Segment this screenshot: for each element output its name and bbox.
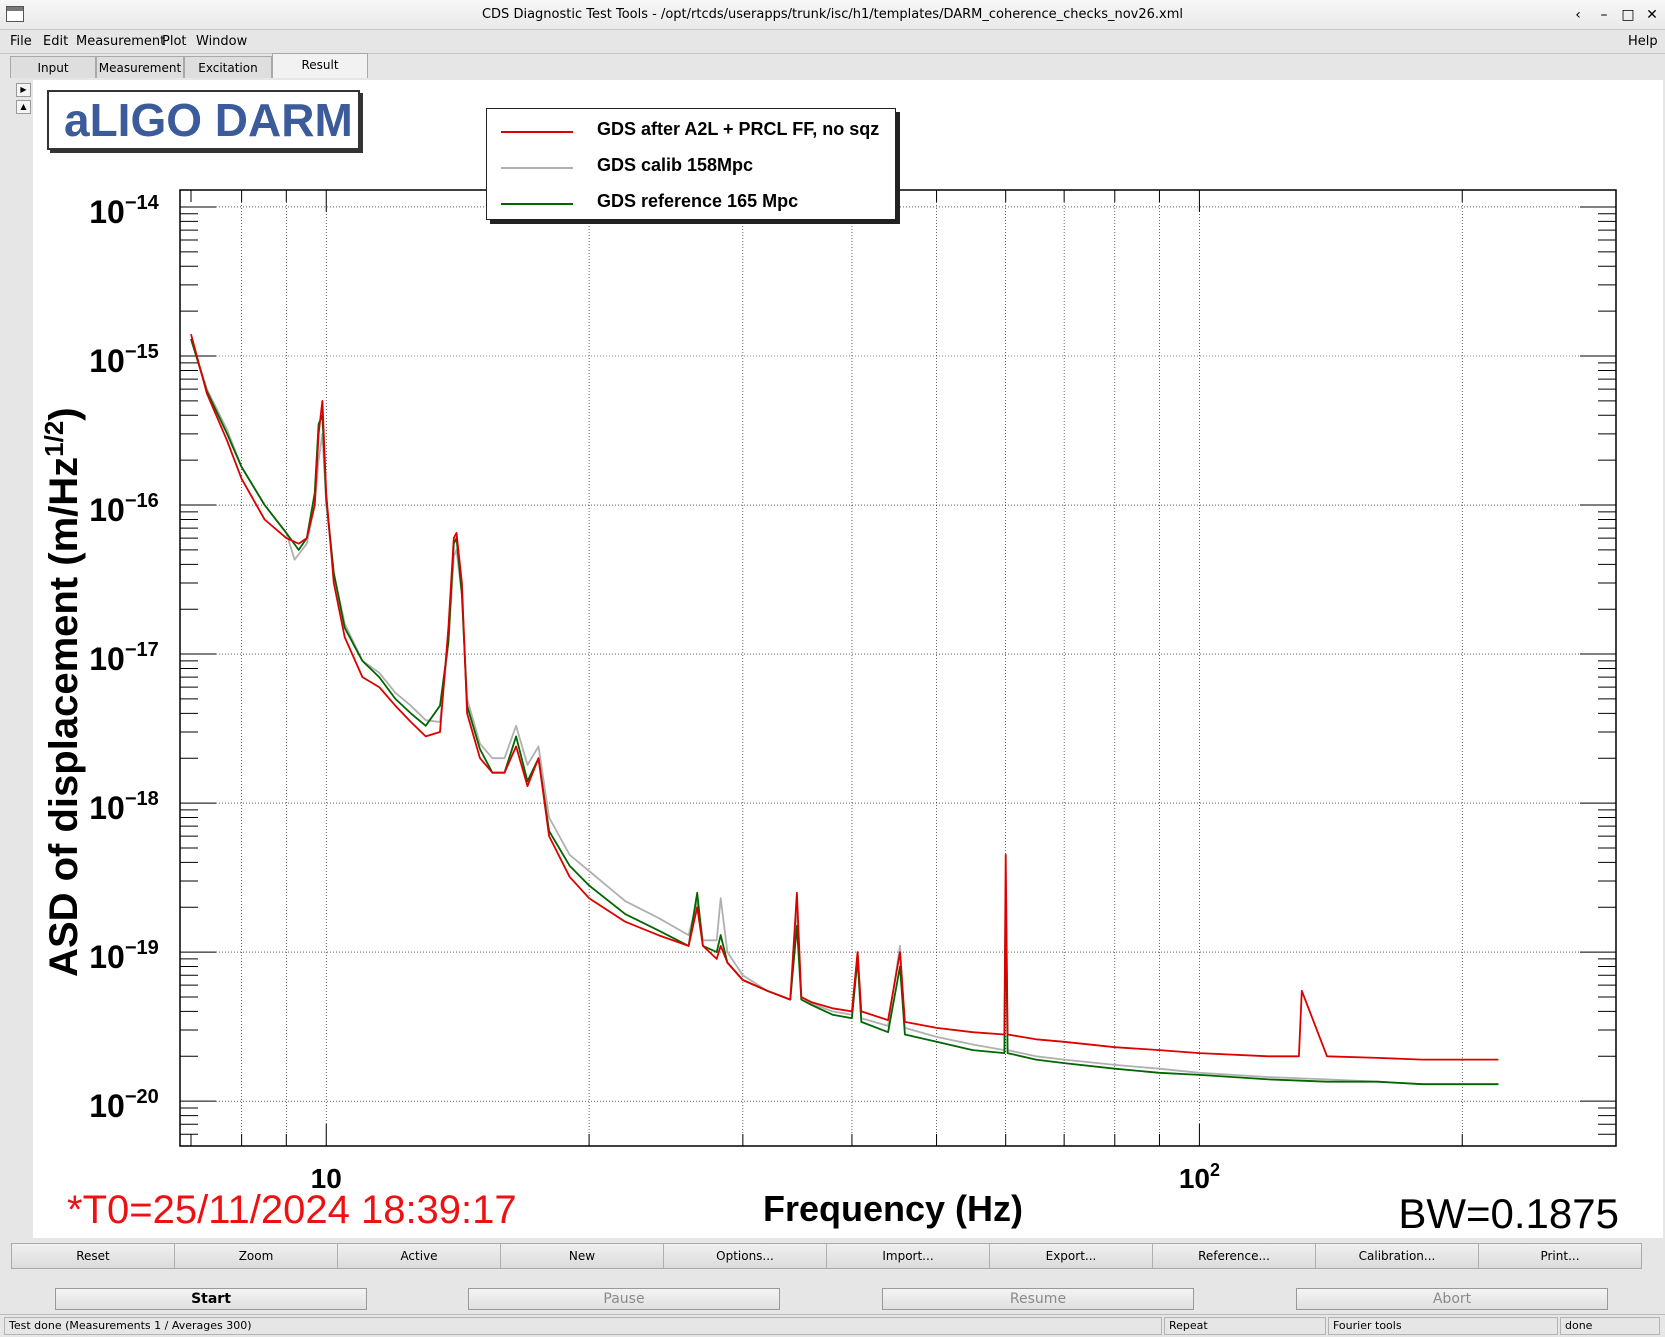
y-axis-label: ASD of displacement (m/Hz1/2) (38, 407, 87, 977)
y-tick-label: 10−18 (89, 788, 159, 826)
status-state: done (1560, 1317, 1660, 1335)
legend-swatch-green (501, 203, 573, 205)
active-button[interactable]: Active (338, 1244, 501, 1268)
legend-swatch-gray (501, 167, 573, 169)
resume-button[interactable]: Resume (882, 1288, 1194, 1310)
plot-legend[interactable]: GDS after A2L + PRCL FF, no sqz GDS cali… (486, 108, 896, 220)
y-tick-label: 10−20 (89, 1086, 159, 1124)
status-tool: Fourier tools (1328, 1317, 1558, 1335)
y-tick-label: 10−14 (89, 192, 159, 230)
y-axis-label-text: ASD of displacement (m/Hz (42, 456, 87, 977)
legend-label: GDS reference 165 Mpc (597, 191, 799, 211)
x-tick-label: 10 (311, 1163, 342, 1194)
maximize-icon[interactable]: □ (1621, 7, 1635, 23)
tab-bar: Input Measurement Excitation Result (10, 53, 1665, 78)
pause-button[interactable]: Pause (468, 1288, 780, 1310)
x-tick-label: 102 (1179, 1160, 1220, 1194)
tab-result[interactable]: Result (272, 53, 368, 78)
legend-label: GDS after A2L + PRCL FF, no sqz (597, 119, 880, 139)
y-tick-label: 10−16 (89, 490, 159, 528)
legend-label: GDS calib 158Mpc (597, 155, 754, 175)
legend-swatch-red (501, 131, 573, 133)
menu-file[interactable]: File (10, 34, 32, 49)
expand-right-arrow-icon[interactable]: ▶ (16, 83, 31, 97)
menu-measurement[interactable]: Measurement (76, 34, 166, 49)
plot-button-bar: Reset Zoom Active New Options... Import.… (11, 1243, 1642, 1269)
menu-window[interactable]: Window (196, 34, 248, 49)
window-shade-icon[interactable]: ‹ (1575, 7, 1581, 23)
minimize-icon[interactable]: – (1600, 7, 1608, 23)
bandwidth-label: BW=0.1875 (1398, 1190, 1619, 1237)
new-button[interactable]: New (501, 1244, 664, 1268)
close-icon[interactable]: ✕ (1646, 7, 1658, 23)
calibration-button[interactable]: Calibration... (1316, 1244, 1479, 1268)
x-axis-label: Frequency (Hz) (763, 1188, 1024, 1229)
collapse-up-arrow-icon[interactable]: ▲ (16, 100, 31, 114)
zoom-button[interactable]: Zoom (175, 1244, 338, 1268)
reset-button[interactable]: Reset (12, 1244, 175, 1268)
y-tick-label: 10−15 (89, 341, 159, 379)
series-line-2 (190, 338, 1499, 1086)
status-mode: Repeat (1164, 1317, 1326, 1335)
abort-button[interactable]: Abort (1296, 1288, 1608, 1310)
plot-canvas[interactable]: 10−14 10−15 10−16 10−17 10−18 10−19 10−20 10 102… (33, 80, 1663, 1238)
reference-button[interactable]: Reference... (1153, 1244, 1316, 1268)
menu-bar: File Edit Measurement Plot Window Help (0, 30, 1665, 54)
menu-edit[interactable]: Edit (43, 34, 69, 49)
plot-svg: 10−14 10−15 10−16 10−17 10−18 10−19 10−20 10 102 (89, 189, 1617, 1194)
series-line-1 (190, 333, 1499, 1061)
t0-timestamp: *T0=25/11/2024 18:39:17 (67, 1188, 517, 1232)
window-title: CDS Diagnostic Test Tools - /opt/rtcds/u… (481, 7, 1184, 22)
plot-frame (179, 189, 1617, 1147)
y-tick-label: 10−17 (89, 639, 159, 677)
status-message: Test done (Measurements 1 / Averages 300… (4, 1317, 1162, 1335)
import-button[interactable]: Import... (827, 1244, 990, 1268)
menu-plot[interactable]: Plot (162, 34, 187, 49)
status-bar: Test done (Measurements 1 / Averages 300… (0, 1314, 1665, 1337)
menu-help[interactable]: Help (1628, 34, 1658, 49)
tab-excitation[interactable]: Excitation (184, 56, 272, 78)
y-tick-label: 10−19 (89, 937, 159, 975)
export-button[interactable]: Export... (990, 1244, 1153, 1268)
options-button[interactable]: Options... (664, 1244, 827, 1268)
series-line-3 (190, 338, 1499, 1086)
tab-input[interactable]: Input (10, 56, 96, 78)
tab-measurement[interactable]: Measurement (96, 56, 184, 78)
print-button[interactable]: Print... (1479, 1244, 1641, 1268)
window-app-icon[interactable] (6, 6, 24, 22)
plot-logo: aLIGO DARM (47, 90, 360, 150)
window-titlebar: CDS Diagnostic Test Tools - /opt/rtcds/u… (0, 0, 1665, 30)
start-button[interactable]: Start (55, 1288, 367, 1310)
